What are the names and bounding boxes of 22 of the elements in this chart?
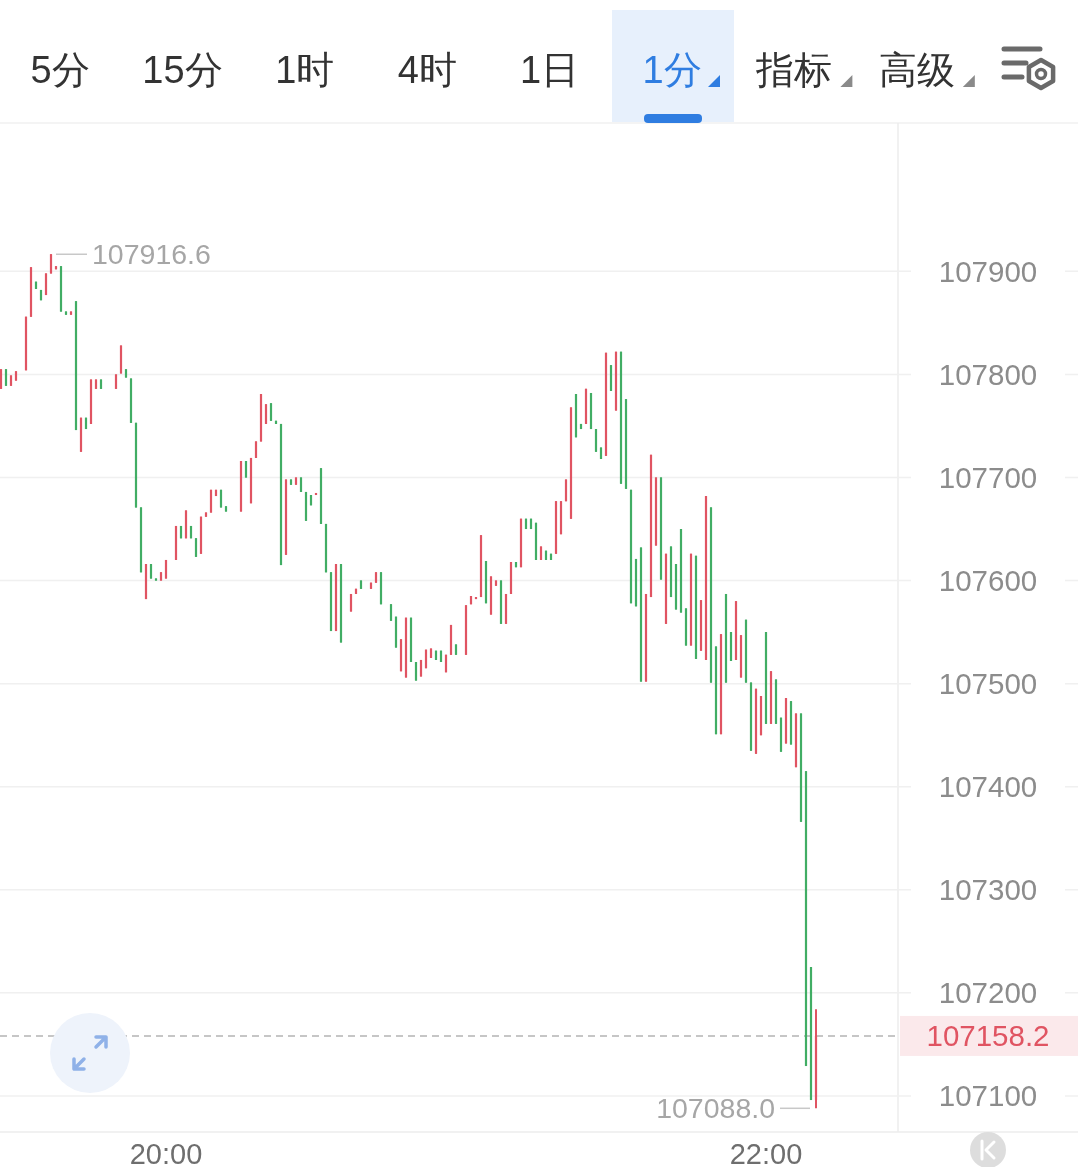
y-tick-label: 107800 bbox=[938, 357, 1038, 391]
tab-label: 高级 bbox=[878, 49, 955, 91]
tab-label: 指标 bbox=[756, 49, 833, 91]
y-tick-label: 107400 bbox=[938, 770, 1038, 804]
tab-label: 1分 bbox=[642, 49, 702, 91]
value-label: 107916.6 bbox=[92, 238, 211, 271]
y-tick-label: 107100 bbox=[938, 1079, 1038, 1113]
y-tick-label: 107900 bbox=[938, 254, 1038, 288]
tab-label: 15分 bbox=[142, 49, 223, 91]
x-tick-label: 22:00 bbox=[729, 1138, 803, 1167]
y-tick-label: 107300 bbox=[938, 873, 1038, 907]
y-tick-label: 107500 bbox=[938, 667, 1038, 701]
last-price-label: 107158.2 bbox=[926, 1019, 1050, 1053]
tab-label: 4时 bbox=[397, 49, 457, 91]
value-label: 107088.0 bbox=[656, 1092, 775, 1125]
x-tick-label: 20:00 bbox=[129, 1138, 203, 1167]
tab-label: 1时 bbox=[275, 49, 335, 91]
y-tick-label: 107600 bbox=[938, 564, 1038, 598]
y-tick-label: 107200 bbox=[938, 976, 1038, 1010]
tab-label: 5分 bbox=[30, 49, 90, 91]
tab-label: 1日 bbox=[520, 49, 580, 91]
y-tick-label: 107700 bbox=[938, 461, 1038, 494]
